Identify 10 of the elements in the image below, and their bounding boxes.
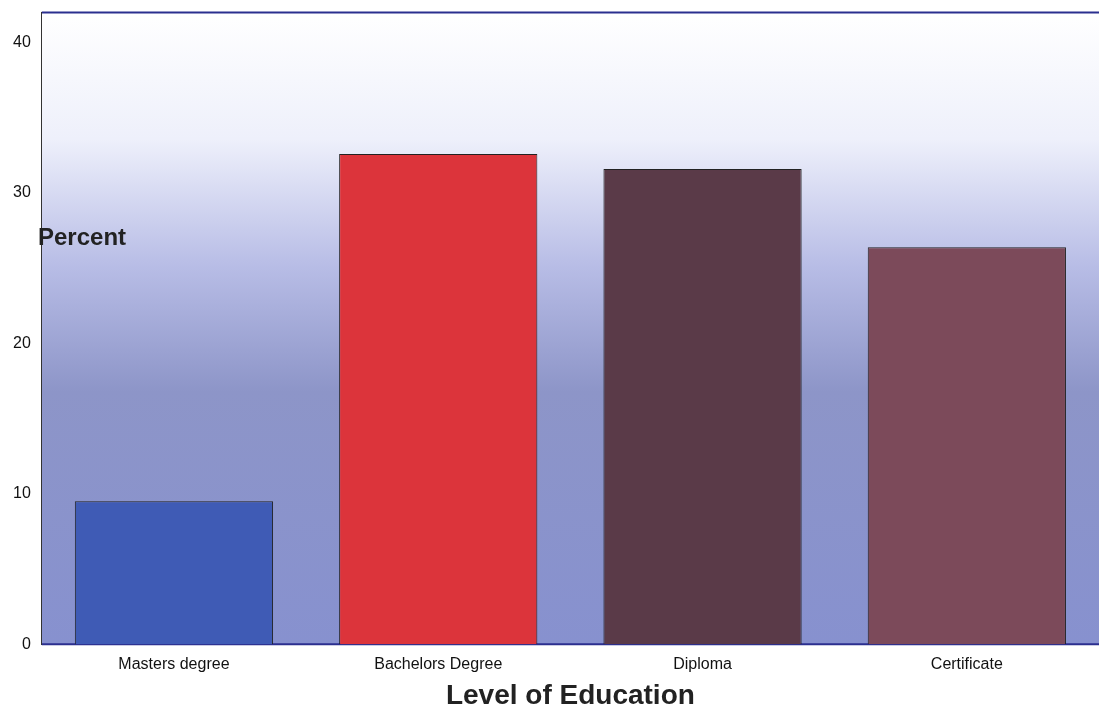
y-tick-label: 40: [13, 33, 31, 51]
y-tick-label: 10: [13, 484, 31, 502]
x-tick-label: Certificate: [930, 655, 1003, 673]
y-tick-label: 30: [13, 183, 31, 201]
x-tick-label: Diploma: [673, 655, 732, 673]
y-tick-label: 20: [13, 333, 31, 351]
x-tick-label: Masters degree: [118, 655, 230, 673]
x-axis-title: Level of Education: [445, 678, 695, 710]
x-tick-label: Bachelors Degree: [374, 655, 503, 673]
y-tick-label: 0: [21, 634, 31, 652]
